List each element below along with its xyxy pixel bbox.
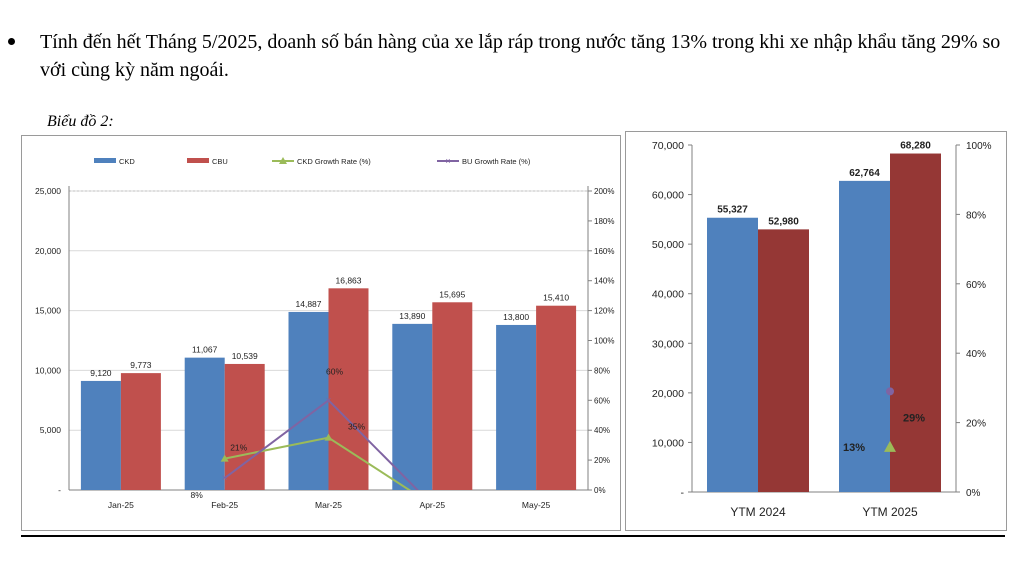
legend-label-ckd-growth-rate: CKD Growth Rate (%) (297, 157, 371, 166)
y-tick-label: 20,000 (35, 246, 61, 256)
data-label-cbu: 9,773 (130, 360, 152, 370)
bar-cbu-feb-25 (224, 363, 265, 490)
monthly-sales-chart-svg: - 5,000 10,000 15,000 20,000 25,000 0% 20% 40% 60… (35, 156, 614, 510)
growth-label: 21% (230, 443, 247, 453)
data-label-ckd: 14,887 (296, 299, 322, 309)
marker-ckd-growth-rate (220, 454, 229, 462)
y-tick-label: - (681, 487, 685, 499)
growth-label-ckd: 13% (843, 442, 865, 454)
growth-label-cbu: 29% (903, 412, 925, 424)
y2-tick-label: 140% (594, 277, 614, 286)
x-tick-label: YTM 2025 (862, 505, 918, 519)
y2-tick-label: 100% (966, 141, 992, 152)
marker-bu-growth-rate: × (222, 473, 228, 484)
growth-label: 35% (348, 422, 365, 432)
y2-tick-label: 60% (966, 280, 986, 291)
y-tick-label: 50,000 (652, 239, 684, 251)
y2-tick-label: 20% (966, 419, 986, 430)
legend-label-bu-growth-rate: BU Growth Rate (%) (462, 157, 531, 166)
marker-ckd-growth (884, 440, 896, 452)
growth-label: 8% (191, 490, 204, 500)
bullet-dot-icon (8, 38, 15, 45)
data-label-cbu: 15,410 (543, 293, 569, 303)
marker-bu-growth-rate: × (326, 395, 332, 406)
data-label-cbu: 15,695 (439, 289, 465, 299)
legend-swatch-ckd (94, 158, 116, 163)
bar-ckd-feb-25 (184, 357, 225, 490)
x-tick-label: Apr-25 (420, 500, 446, 510)
monthly-sales-chart: - 5,000 10,000 15,000 20,000 25,000 0% 20% 40% 60… (21, 135, 621, 531)
bar-cbu-ytm-2025 (890, 153, 941, 492)
y2-tick-label: 0% (594, 486, 606, 495)
y2-tick-label: 0% (966, 488, 981, 499)
ytm-sales-chart-svg: - 10,000 20,000 30,000 40,000 50,000 60,000 70,… (652, 140, 992, 519)
series-line-bu-growth-rate (224, 398, 419, 490)
legend-label-ckd: CKD (119, 157, 135, 166)
bar-cbu-jan-25 (120, 373, 161, 490)
y-tick-label: 20,000 (652, 388, 684, 400)
data-label-ckd: 55,327 (717, 205, 748, 216)
legend-label-cbu: CBU (212, 157, 228, 166)
marker-ckd-growth-rate (324, 433, 333, 441)
y-tick-label: 5,000 (40, 425, 62, 435)
x-tick-label: Feb-25 (211, 500, 238, 510)
y-tick-label: 40,000 (652, 289, 684, 301)
y-tick-label: 15,000 (35, 306, 61, 316)
y-tick-label: - (58, 485, 61, 495)
bar-ckd-mar-25 (288, 311, 329, 490)
x-tick-label: Jan-25 (108, 500, 134, 510)
legend-marker-bu-growth-rate: × (445, 156, 450, 166)
chart-caption: Biểu đồ 2: (47, 113, 114, 130)
data-label-ckd: 62,764 (849, 168, 880, 179)
bar-ckd-ytm-2024 (707, 217, 758, 493)
bar-cbu-mar-25 (328, 288, 369, 490)
data-label-ckd: 11,067 (192, 345, 218, 355)
y-tick-label: 70,000 (652, 140, 684, 152)
y-tick-label: 25,000 (35, 186, 61, 196)
y2-tick-label: 40% (594, 426, 610, 435)
bottom-rule (21, 535, 1005, 537)
bar-ckd-ytm-2025 (839, 180, 890, 493)
x-tick-label: Mar-25 (315, 500, 342, 510)
y2-tick-label: 120% (594, 307, 614, 316)
y-tick-label: 10,000 (652, 437, 684, 449)
y2-tick-label: 100% (594, 337, 614, 346)
ytm-sales-chart: - 10,000 20,000 30,000 40,000 50,000 60,000 70,… (625, 131, 1007, 531)
y2-tick-label: 80% (594, 366, 610, 375)
growth-label: 60% (326, 366, 343, 376)
bar-cbu-may-25 (536, 305, 577, 490)
data-label-ckd: 13,800 (503, 312, 529, 322)
x-tick-label: YTM 2024 (730, 505, 786, 519)
legend-swatch-cbu (187, 158, 209, 163)
y2-tick-label: 180% (594, 217, 614, 226)
y2-tick-label: 160% (594, 247, 614, 256)
data-label-ckd: 9,120 (90, 368, 112, 378)
data-label-ckd: 13,890 (399, 311, 425, 321)
bar-cbu-ytm-2024 (758, 229, 809, 492)
y-tick-label: 60,000 (652, 190, 684, 202)
bar-cbu-apr-25 (432, 302, 473, 490)
x-tick-label: May-25 (522, 500, 551, 510)
marker-cbu-growth (886, 387, 894, 396)
y-tick-label: 30,000 (652, 338, 684, 350)
y2-tick-label: 40% (966, 349, 986, 360)
bar-ckd-jan-25 (80, 380, 121, 490)
bar-ckd-may-25 (496, 324, 537, 490)
legend-marker-ckd-growth-rate (279, 157, 287, 164)
data-label-cbu: 52,980 (768, 216, 799, 227)
y2-tick-label: 80% (966, 210, 986, 221)
bullet-text: Tính đến hết Tháng 5/2025, doanh số bán … (40, 31, 1001, 81)
data-label-cbu: 68,280 (900, 141, 931, 152)
data-label-cbu: 16,863 (336, 275, 362, 285)
bar-ckd-apr-25 (392, 323, 433, 490)
y-tick-label: 10,000 (35, 365, 61, 375)
y2-tick-label: 60% (594, 396, 610, 405)
data-label-cbu: 10,539 (232, 351, 258, 361)
y2-tick-label: 20% (594, 456, 610, 465)
y2-tick-label: 200% (594, 187, 614, 196)
